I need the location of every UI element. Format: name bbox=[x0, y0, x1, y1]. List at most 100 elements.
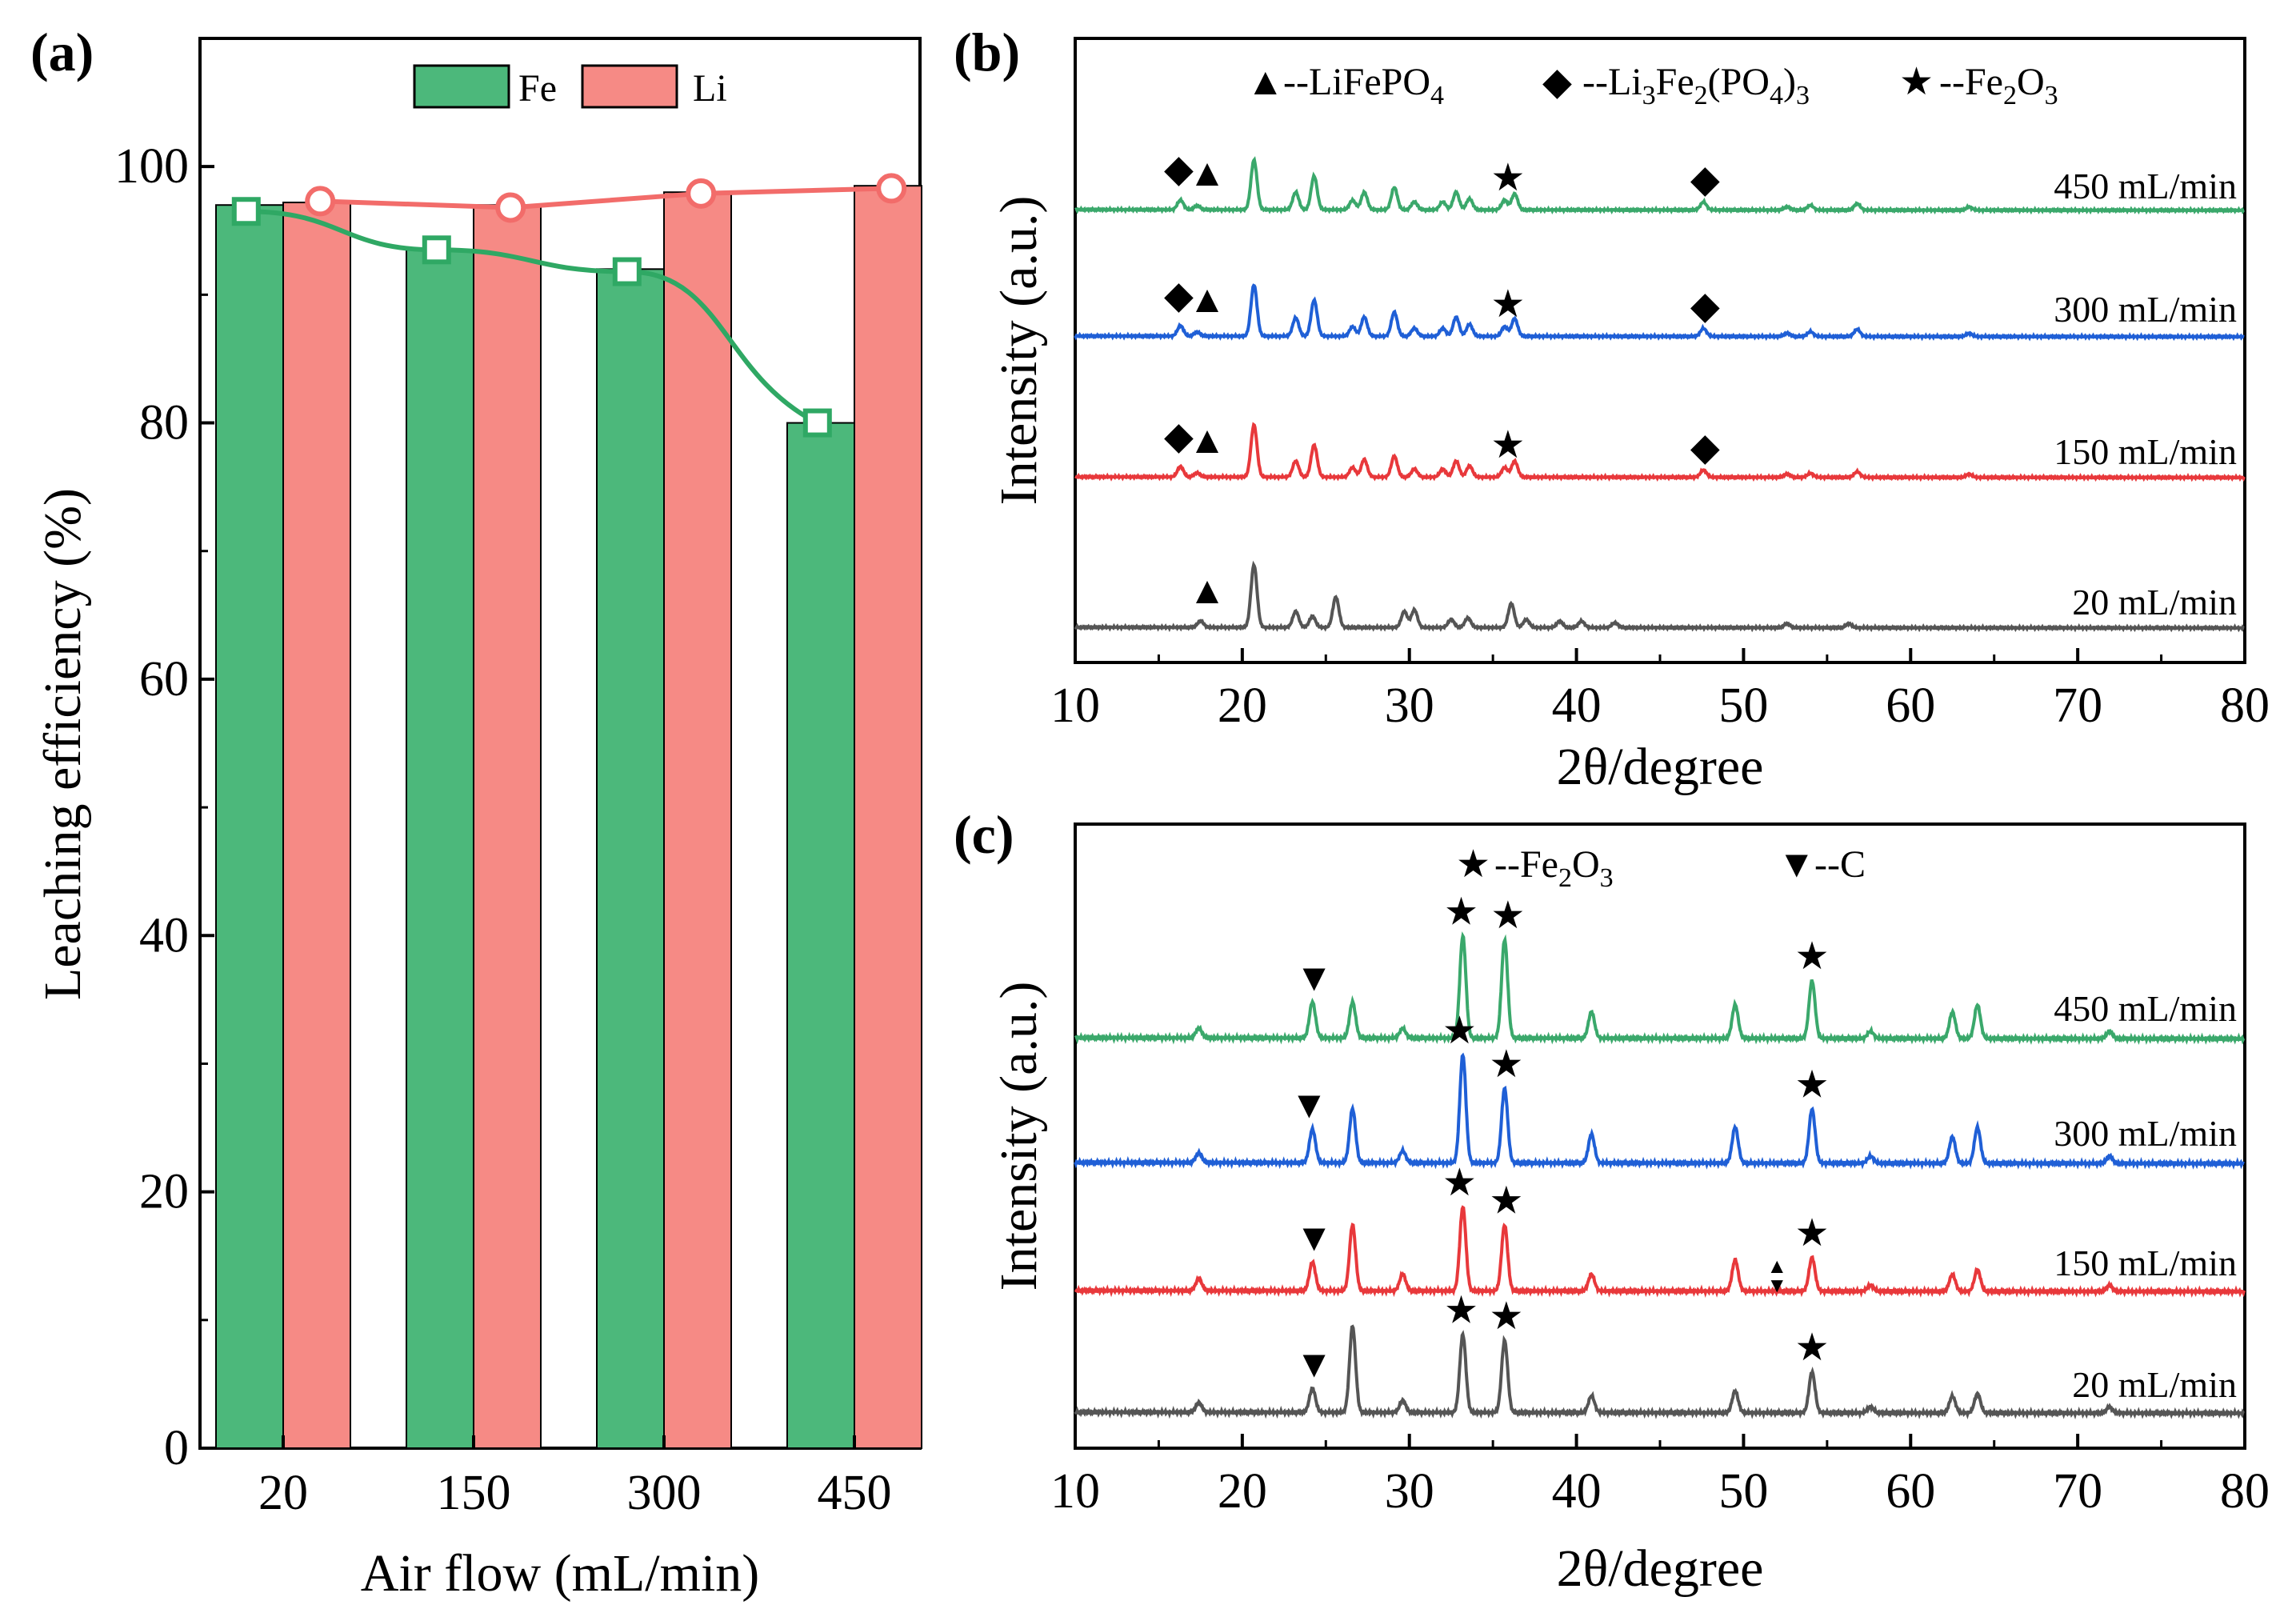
bar-fe-300 bbox=[596, 268, 665, 1449]
legend-b-lfp-sub1: 3 bbox=[1642, 81, 1656, 110]
x-tick-label-300: 300 bbox=[627, 1466, 702, 1520]
legend-b-lifepo4-label: --LiFePO4 bbox=[1283, 61, 1444, 110]
legend-c-fe2o3-mid: O bbox=[1572, 843, 1600, 886]
peak-marker-150-ml-min-2: ★ bbox=[1490, 424, 1525, 466]
legend-fe-swatch bbox=[413, 64, 510, 109]
bar-li-150 bbox=[473, 204, 542, 1450]
panel-a-x-title: Air flow (mL/min) bbox=[361, 1544, 760, 1603]
legend-c-fe2o3-sub1: 2 bbox=[1558, 863, 1572, 893]
peak-marker-300-ml-min-0: ▼ bbox=[1290, 1084, 1329, 1127]
legend-b-lifepo4-symbol: ▲ bbox=[1246, 61, 1285, 103]
peak-marker-150-ml-min-3: ◆ bbox=[1690, 426, 1720, 469]
panel-b-x-ticks: 10 20 30 40 50 60 70 80 bbox=[1050, 648, 2270, 733]
peak-marker-150-ml-min-3: ★ bbox=[1795, 1212, 1830, 1255]
panel-c-curves: 450 mL/min ▼ ★ ★ ★ 300 mL/min ▼ ★ ★ ★ 150 mL/min ▼ ★… bbox=[1074, 891, 2246, 1420]
marker-li-20 bbox=[305, 186, 336, 217]
legend-b-lfp-sub3: 4 bbox=[1770, 81, 1783, 110]
xrd-curve-150-ml-min bbox=[1074, 1205, 2246, 1299]
panel-b-curves: 450 mL/min◆▲ ★ ◆300 mL/min◆▲ ★ ◆150 mL/min◆▲… bbox=[1074, 148, 2246, 633]
series-label-150-ml-min: 150 mL/min bbox=[2054, 1243, 2237, 1283]
legend-li-label: Li bbox=[693, 67, 727, 110]
series-label-20-ml-min: 20 mL/min bbox=[2072, 1364, 2237, 1405]
panel-a-y-title: Leaching efficiency (%) bbox=[34, 488, 92, 1000]
series-label-150-ml-min: 150 mL/min bbox=[2054, 431, 2237, 472]
xrd-curve-20-ml-min bbox=[1074, 560, 2245, 633]
x-tick-label-20: 20 bbox=[1218, 1464, 1267, 1519]
peak-marker-300-ml-min-2: ★ bbox=[1490, 283, 1525, 326]
legend-b-fe2o3-label: --Fe2O3 bbox=[1939, 61, 2058, 110]
y-tick-label-80: 80 bbox=[139, 396, 189, 450]
bar-fe-20 bbox=[215, 204, 284, 1450]
panel-c-x-ticks: 10 20 30 40 50 60 70 80 bbox=[1050, 1434, 2270, 1519]
peak-marker-450-ml-min-1: ▲ bbox=[1188, 152, 1226, 194]
peak-marker-150-ml-min-0: ▼ bbox=[1295, 1217, 1334, 1259]
peak-marker-150-ml-min-1: ★ bbox=[1442, 1162, 1477, 1204]
legend-fe-label: Fe bbox=[518, 67, 557, 110]
x-tick-label-30: 30 bbox=[1385, 1464, 1434, 1519]
legend-c-fe2o3-sub2: 3 bbox=[1600, 863, 1614, 893]
peak-marker-150-ml-min-4-down: ▼ bbox=[1766, 1274, 1787, 1297]
x-tick-label-30: 30 bbox=[1385, 678, 1434, 733]
legend-b-fe2o3-mid: O bbox=[2017, 61, 2045, 103]
series-label-450-ml-min: 450 mL/min bbox=[2054, 166, 2237, 206]
x-tick-label-10: 10 bbox=[1050, 678, 1100, 733]
panel-a-y-ticks: 0 20 40 60 80 100 bbox=[114, 139, 214, 1475]
x-tick-label-80: 80 bbox=[2220, 678, 2270, 733]
legend-b-fe2o3-text: --Fe bbox=[1939, 61, 2003, 103]
panel-a-lines bbox=[231, 173, 907, 438]
peak-marker-20-ml-min-0: ▲ bbox=[1188, 570, 1226, 612]
peak-marker-450-ml-min-3: ★ bbox=[1795, 935, 1830, 978]
legend-b-lfp-sub4: 3 bbox=[1796, 81, 1810, 110]
legend-c-fe2o3-symbol: ★ bbox=[1456, 843, 1490, 886]
bar-fe-150 bbox=[406, 249, 474, 1449]
peak-marker-450-ml-min-0: ◆ bbox=[1164, 148, 1194, 190]
y-tick-label-60: 60 bbox=[139, 652, 189, 706]
peak-marker-300-ml-min-3: ◆ bbox=[1690, 285, 1720, 327]
xrd-curve-450-ml-min bbox=[1074, 931, 2246, 1046]
panel-label-c: (c) bbox=[954, 804, 1014, 865]
peak-marker-450-ml-min-3: ◆ bbox=[1690, 158, 1720, 201]
xrd-curve-150-ml-min bbox=[1074, 422, 2246, 482]
marker-fe-20 bbox=[231, 197, 261, 226]
x-tick-label-450: 450 bbox=[818, 1466, 892, 1520]
peak-marker-150-ml-min-0: ◆ bbox=[1164, 415, 1194, 458]
x-tick-label-40: 40 bbox=[1552, 1464, 1602, 1519]
legend-li-swatch bbox=[581, 64, 678, 109]
legend-b-lifepo4-sub: 4 bbox=[1430, 81, 1444, 110]
x-tick-label-10: 10 bbox=[1050, 1464, 1100, 1519]
bar-li-300 bbox=[663, 191, 732, 1450]
x-tick-label-50: 50 bbox=[1718, 678, 1768, 733]
legend-b-lfp-end: ) bbox=[1783, 61, 1796, 103]
peak-marker-20-ml-min-1: ★ bbox=[1444, 1290, 1478, 1332]
legend-b-lfp-tail: (PO bbox=[1708, 61, 1770, 103]
x-tick-label-60: 60 bbox=[1886, 1464, 1935, 1519]
peak-marker-450-ml-min-0: ▼ bbox=[1295, 957, 1334, 999]
legend-b-lfp-sub2: 2 bbox=[1694, 81, 1708, 110]
legend-b-fe2o3-sub2: 3 bbox=[2045, 81, 2058, 110]
peak-marker-300-ml-min-1: ▲ bbox=[1188, 278, 1226, 321]
legend-c-fe2o3-label: --Fe2O3 bbox=[1494, 843, 1614, 893]
marker-li-450 bbox=[876, 173, 907, 204]
panel-c-y-title: Intensity (a.u.) bbox=[990, 982, 1048, 1291]
bar-li-450 bbox=[854, 185, 922, 1449]
marker-fe-300 bbox=[612, 257, 642, 286]
series-label-300-ml-min: 300 mL/min bbox=[2054, 1113, 2237, 1154]
x-tick-label-60: 60 bbox=[1886, 678, 1935, 733]
marker-fe-150 bbox=[422, 235, 451, 265]
line-fe bbox=[246, 209, 819, 426]
peak-marker-450-ml-min-2: ★ bbox=[1490, 157, 1525, 199]
panel-c: 450 mL/min▼★ ★★300 mL/min▼★★ ★150 mL/min▼★… bbox=[990, 823, 2270, 1598]
line-li bbox=[320, 186, 892, 210]
peak-marker-150-ml-min-4: ▲ bbox=[1766, 1255, 1787, 1278]
panel-a-x-ticks: 20 150 300 450 bbox=[258, 1435, 892, 1520]
xrd-curve-450-ml-min bbox=[1074, 156, 2245, 215]
panel-label-a: (a) bbox=[30, 22, 94, 82]
x-tick-label-150: 150 bbox=[437, 1466, 511, 1520]
x-tick-label-50: 50 bbox=[1718, 1464, 1768, 1519]
marker-fe-450 bbox=[802, 408, 832, 438]
y-tick-label-100: 100 bbox=[114, 139, 189, 194]
series-label-300-ml-min: 300 mL/min bbox=[2054, 289, 2237, 330]
peak-marker-20-ml-min-0: ▼ bbox=[1295, 1343, 1334, 1386]
peak-marker-20-ml-min-2: ★ bbox=[1489, 1295, 1523, 1338]
